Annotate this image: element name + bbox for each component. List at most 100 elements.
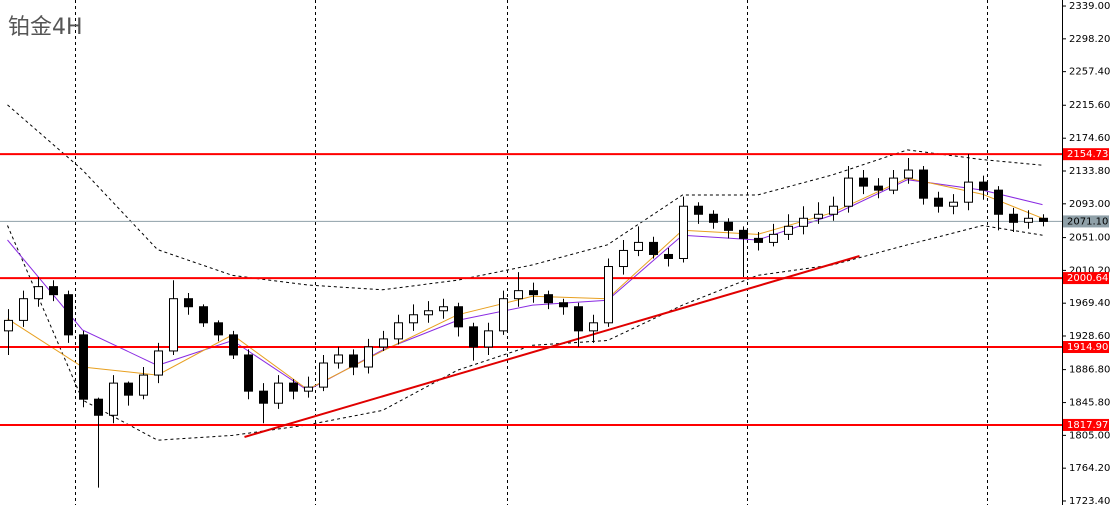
candle-body [424,310,433,316]
candle-body [379,338,388,348]
candle-body [814,213,823,219]
candle-body [19,298,28,321]
level-label: 2000.64 [1067,273,1108,284]
candle-body [304,386,313,392]
chart-title: 铂金4H [8,15,83,40]
y-tick-label: 2093.00 [1069,199,1110,210]
candle-body [1039,217,1048,222]
band-line [7,104,1043,291]
candle-body [469,326,478,348]
candle-body [529,290,538,296]
candle-body [34,286,43,300]
y-tick-label: 1723.40 [1069,496,1110,505]
band-line [7,224,1043,441]
candle-body [394,322,403,340]
level-label-box [1063,272,1109,285]
candle-body [289,382,298,392]
candle-body [49,286,58,296]
candle-body [109,382,118,416]
candle-body [844,177,853,207]
candle-body [1024,217,1033,223]
candle-body [709,213,718,223]
candle-body [589,322,598,332]
candle-body [454,306,463,328]
candle-body [94,398,103,416]
candle-body [169,298,178,352]
candle-body [979,181,988,191]
y-tick-label: 2339.00 [1069,1,1110,12]
level-label-box [1063,418,1109,431]
candle-body [889,177,898,191]
candle-body [514,290,523,300]
candle-body [499,298,508,332]
candle-body [334,354,343,364]
candle-body [829,205,838,215]
level-label-box [1063,215,1109,228]
candle-body [199,306,208,324]
candle-body [559,302,568,308]
candle-body [79,334,88,400]
level-label: 1914.90 [1067,342,1108,353]
candle-body [649,241,658,255]
candle-body [184,298,193,308]
candle-body [229,334,238,356]
candle-body [949,201,958,207]
trend-line [244,255,860,438]
candle-body [1009,213,1018,223]
y-tick-label: 2051.00 [1069,233,1110,244]
candle-body [349,354,358,368]
candle-body [259,390,268,404]
candle-body [4,319,13,332]
candle-body [664,253,673,259]
level-label: 2154.73 [1067,149,1108,160]
candle-body [874,185,883,191]
candle-body [784,225,793,235]
candle-body [64,294,73,336]
candle-body [214,322,223,336]
candle-body [319,362,328,388]
level-label-box [1063,341,1109,354]
candle-body [739,229,748,239]
candle-body [574,306,583,332]
y-tick-label: 2133.80 [1069,166,1110,177]
candle-body [244,354,253,392]
y-tick-label: 2174.60 [1069,133,1110,144]
level-label-box [1063,148,1109,161]
candle-body [964,181,973,203]
y-tick-label: 1928.60 [1069,331,1110,342]
candle-body [799,217,808,227]
candle-body [364,346,373,368]
y-tick-label: 2257.40 [1069,67,1110,78]
y-tick-label: 1764.20 [1069,463,1110,474]
candle-body [934,197,943,207]
candle-body [139,374,148,396]
y-tick-label: 1969.40 [1069,298,1110,309]
candle-body [124,382,133,396]
y-tick-label: 1805.00 [1069,430,1110,441]
plot-area [0,0,1062,505]
y-tick-label: 2298.20 [1069,34,1110,45]
candle-body [859,177,868,187]
candle-body [439,306,448,312]
candle-body [679,205,688,259]
average-line [7,179,1043,391]
candle-body [904,169,913,179]
candle-body [274,382,283,404]
level-label: 1817.97 [1067,420,1108,431]
candle-body [544,294,553,304]
candle-body [619,249,628,268]
candle-body [694,205,703,215]
candle-body [754,237,763,243]
candle-body [994,189,1003,215]
price-axis: 2339.00 2298.20 2257.40 2215.60 2174.60 2133.… [1062,1,1110,505]
candle-body [724,221,733,231]
y-tick-label: 1845.80 [1069,398,1110,409]
y-tick-label: 2215.60 [1069,100,1110,111]
y-tick-label: 2010.20 [1069,265,1110,276]
candle-body [484,330,493,348]
candle-body [154,350,163,376]
candle-body [604,266,613,324]
candle-body [634,241,643,251]
candle-body [919,169,928,199]
